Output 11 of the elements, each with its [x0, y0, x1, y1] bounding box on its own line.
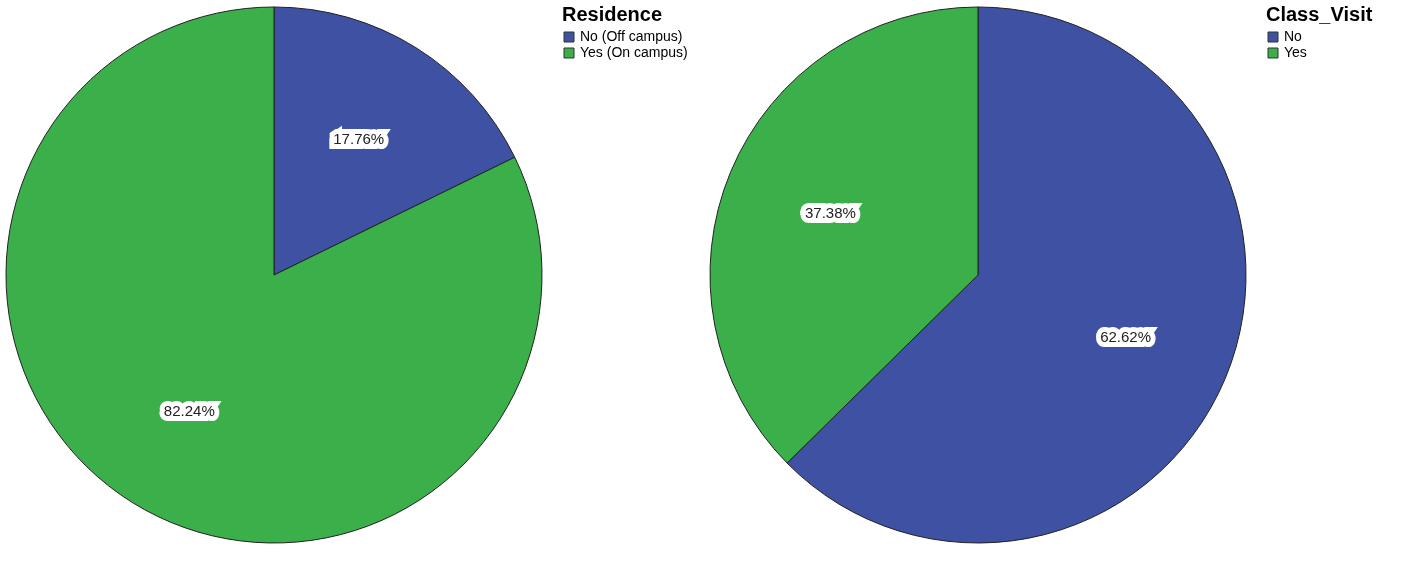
- legend-label: Yes: [1284, 44, 1307, 60]
- data-label: 62.62%: [1100, 327, 1152, 345]
- legend-label: No (Off campus): [580, 28, 683, 44]
- data-label: 82.24%: [163, 401, 215, 419]
- pie-slice: [5, 6, 542, 544]
- legend-label: No: [1284, 28, 1303, 44]
- data-label: 37.38%: [804, 204, 856, 222]
- legend-label: Yes (On campus): [580, 44, 688, 60]
- data-label: 17.76%: [333, 130, 385, 148]
- legend-title: Residence: [562, 3, 663, 25]
- legend-title: Class_Visit: [1266, 3, 1373, 25]
